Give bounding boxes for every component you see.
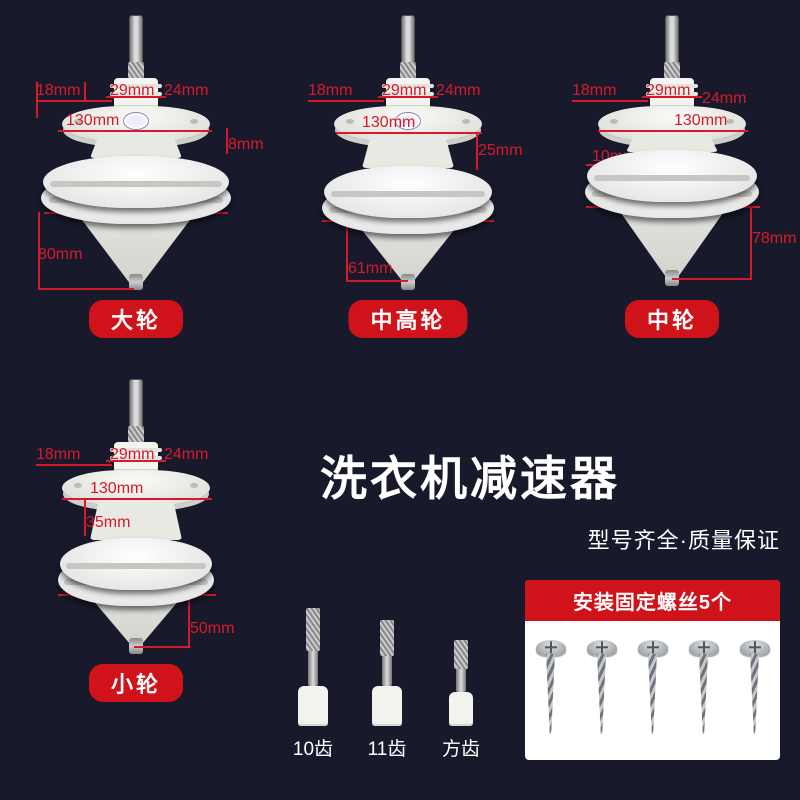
screw-icon: [532, 636, 570, 746]
gearbox-midhigh: 18mm 29mm 24mm 130mm 25mm 149mm 61mm: [308, 16, 508, 296]
gearbox-small: 18mm 29mm 24mm 130mm 35mm 127mm 50mm: [36, 380, 236, 660]
dim-18: 18mm: [572, 82, 616, 100]
dim-50: 50mm: [190, 620, 234, 638]
gearbox-mid: 18mm 29mm 24mm 130mm 10mm 147mm 78mm: [572, 16, 772, 296]
dim-130: 130mm: [674, 112, 727, 130]
dim-78: 78mm: [752, 230, 796, 248]
screw-box: 安装固定螺丝5个: [525, 580, 780, 760]
label-midhigh: 中高轮: [348, 300, 467, 338]
dim-24: 24mm: [164, 82, 208, 100]
screw-icon: [685, 636, 723, 746]
shaft-11: 11齿: [364, 620, 410, 761]
shaft-square-label: 方齿: [442, 734, 480, 761]
dim-18: 18mm: [36, 446, 80, 464]
screw-row: [525, 621, 780, 760]
dim-24: 24mm: [436, 82, 480, 100]
product-mid: 18mm 29mm 24mm 130mm 10mm 147mm 78mm 中轮: [552, 16, 792, 296]
dim-130: 130mm: [66, 112, 119, 130]
dim-24: 24mm: [164, 446, 208, 464]
shaft-samples: 10齿 11齿 方齿: [290, 608, 484, 761]
screw-box-title: 安装固定螺丝5个: [525, 580, 780, 621]
label-mid: 中轮: [625, 300, 719, 338]
dim-24: 24mm: [702, 90, 746, 108]
shaft-11-label: 11齿: [368, 734, 407, 761]
dim-130: 130mm: [90, 480, 143, 498]
gearbox-large: 18mm 29mm 24mm 130mm 8mm 170mm 80mm: [36, 16, 236, 296]
shaft-square: 方齿: [438, 640, 484, 761]
dim-80: 80mm: [38, 246, 82, 264]
dim-18: 18mm: [308, 82, 352, 100]
headline-sub: 型号齐全·质量保证: [320, 523, 780, 555]
product-large: 18mm 29mm 24mm 130mm 8mm 170mm 80mm 大轮: [16, 16, 256, 296]
product-midhigh: 18mm 29mm 24mm 130mm 25mm 149mm 61mm 中高轮: [288, 16, 528, 296]
product-small: 18mm 29mm 24mm 130mm 35mm 127mm 50mm 小轮: [16, 380, 256, 660]
dim-61: 61mm: [348, 260, 392, 278]
dim-25: 25mm: [478, 142, 522, 160]
shaft-10: 10齿: [290, 608, 336, 761]
shaft-10-label: 10齿: [293, 734, 333, 761]
dim-35: 35mm: [86, 514, 130, 532]
screw-icon: [736, 636, 774, 746]
label-large: 大轮: [89, 300, 183, 338]
screw-icon: [634, 636, 672, 746]
dim-18: 18mm: [36, 82, 80, 100]
headline: 洗衣机减速器 型号齐全·质量保证: [320, 440, 780, 555]
label-small: 小轮: [89, 664, 183, 702]
dim-130: 130mm: [362, 114, 415, 132]
dim-8: 8mm: [228, 136, 264, 154]
screw-icon: [583, 636, 621, 746]
headline-title: 洗衣机减速器: [320, 440, 780, 509]
